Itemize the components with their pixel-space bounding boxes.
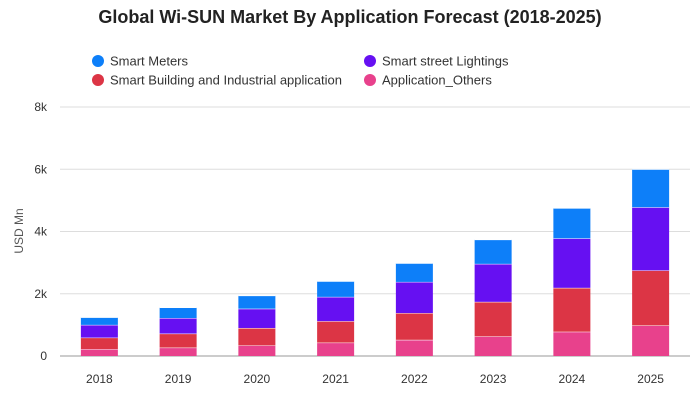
legend-label-application-others[interactable]: Application_Others	[382, 73, 492, 88]
bar-segment-smart-meters-2018[interactable]	[80, 317, 118, 325]
legend-label-smart-building-and-industrial-application[interactable]: Smart Building and Industrial applicatio…	[110, 73, 342, 88]
bar-segment-smart-building-and-industrial-application-2021[interactable]	[317, 321, 355, 343]
bar-segment-application-others-2025[interactable]	[632, 325, 670, 356]
bar-segment-smart-building-and-industrial-application-2025[interactable]	[632, 270, 670, 326]
legend-label-smart-street-lightings[interactable]: Smart street Lightings	[382, 54, 509, 69]
bar-segment-smart-meters-2025[interactable]	[632, 169, 670, 208]
bar-segment-smart-meters-2024[interactable]	[553, 208, 591, 239]
bar-segment-smart-meters-2023[interactable]	[474, 239, 512, 264]
bar-segment-smart-meters-2019[interactable]	[159, 307, 197, 319]
gridlines	[60, 106, 690, 357]
bar-segment-application-others-2020[interactable]	[238, 345, 276, 356]
bar-segment-smart-building-and-industrial-application-2022[interactable]	[395, 313, 433, 340]
legend-swatch-smart-building-and-industrial-application	[92, 74, 104, 86]
bar-segment-application-others-2024[interactable]	[553, 331, 591, 356]
legend: Smart Meters Smart street Lightings Smart …	[92, 54, 509, 88]
y-tick-label: 2k	[34, 287, 48, 301]
bar-segment-application-others-2023[interactable]	[474, 336, 512, 356]
bar-segment-smart-street-lightings-2025[interactable]	[632, 207, 670, 271]
bar-segment-smart-street-lightings-2022[interactable]	[395, 281, 433, 314]
y-axis-title: USD Mn	[12, 208, 26, 253]
bar-segment-smart-street-lightings-2019[interactable]	[159, 318, 197, 334]
bar-segment-smart-street-lightings-2023[interactable]	[474, 263, 512, 302]
x-tick-label: 2024	[559, 372, 586, 386]
bar-segment-smart-building-and-industrial-application-2018[interactable]	[80, 337, 118, 350]
bar-segment-smart-street-lightings-2024[interactable]	[553, 238, 591, 288]
bar-segment-smart-street-lightings-2021[interactable]	[317, 296, 355, 322]
legend-swatch-application-others	[364, 74, 376, 86]
x-tick-label: 2022	[401, 372, 428, 386]
bar-segment-smart-building-and-industrial-application-2020[interactable]	[238, 327, 276, 346]
x-axis: 2018 2019 2020 2021 2022 2023 2024 2025	[86, 372, 664, 386]
bar-segment-smart-street-lightings-2020[interactable]	[238, 308, 276, 328]
x-tick-label: 2021	[322, 372, 349, 386]
legend-label-smart-meters[interactable]: Smart Meters	[110, 54, 189, 69]
bar-segment-smart-meters-2020[interactable]	[238, 295, 276, 309]
x-tick-label: 2018	[86, 372, 113, 386]
y-tick-label: 6k	[34, 162, 48, 176]
bars	[80, 168, 670, 356]
chart-title: Global Wi-SUN Market By Application Fore…	[98, 7, 602, 27]
bar-segment-smart-building-and-industrial-application-2019[interactable]	[159, 333, 197, 348]
legend-swatch-smart-meters	[92, 55, 104, 67]
bar-segment-application-others-2021[interactable]	[317, 342, 355, 356]
x-tick-label: 2019	[165, 372, 192, 386]
bar-segment-smart-building-and-industrial-application-2023[interactable]	[474, 301, 512, 337]
y-tick-label: 0	[40, 349, 47, 363]
x-tick-label: 2023	[480, 372, 507, 386]
bar-segment-smart-street-lightings-2018[interactable]	[80, 324, 118, 338]
bar-segment-application-others-2022[interactable]	[395, 339, 433, 356]
legend-swatch-smart-street-lightings	[364, 55, 376, 67]
bar-segment-smart-meters-2021[interactable]	[317, 281, 355, 297]
x-tick-label: 2020	[244, 372, 271, 386]
y-tick-label: 4k	[34, 225, 48, 239]
bar-segment-smart-meters-2022[interactable]	[395, 263, 433, 282]
bar-segment-application-others-2019[interactable]	[159, 347, 197, 356]
bar-segment-smart-building-and-industrial-application-2024[interactable]	[553, 287, 591, 332]
x-tick-label: 2025	[637, 372, 664, 386]
y-axis: 0 2k 4k 6k 8k	[34, 100, 48, 363]
bar-segment-application-others-2018[interactable]	[80, 349, 118, 356]
y-tick-label: 8k	[34, 100, 48, 114]
